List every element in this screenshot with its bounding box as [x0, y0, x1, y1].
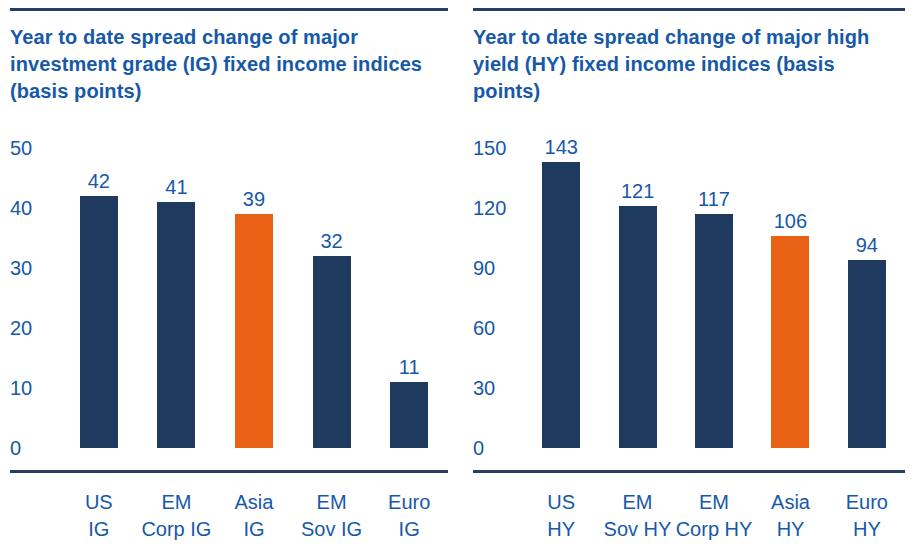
- bar-value-label: 11: [399, 357, 420, 377]
- chart-title: Year to date spread change of major inve…: [10, 24, 448, 105]
- bar-slot: 42: [60, 171, 138, 448]
- bar-slot: 121: [599, 181, 675, 448]
- plot-area: 0306090120150 14312111710694: [473, 148, 905, 448]
- spread-change-dashboard: Year to date spread change of major inve…: [0, 0, 914, 559]
- bar-slot: 41: [138, 177, 216, 448]
- y-axis-tick: 30: [473, 378, 495, 398]
- bar: [157, 202, 195, 448]
- category-label: EMCorp IG: [138, 489, 216, 543]
- bar: [771, 236, 809, 448]
- y-axis-tick: 150: [473, 138, 506, 158]
- bar-value-label: 32: [320, 231, 342, 251]
- x-axis-labels: USHYEMSov HYEMCorp HYAsiaHYEuroHY: [523, 489, 905, 543]
- category-label: EMCorp HY: [676, 489, 753, 543]
- bar-slot: 106: [752, 211, 828, 448]
- bar-slot: 143: [523, 137, 599, 448]
- bar: [80, 196, 118, 448]
- bar: [695, 214, 733, 448]
- y-axis-tick: 0: [10, 438, 21, 458]
- chart-title: Year to date spread change of major high…: [473, 24, 905, 105]
- bar-value-label: 121: [621, 181, 654, 201]
- bar: [313, 256, 351, 448]
- bar-value-label: 94: [856, 235, 878, 255]
- bar-value-label: 39: [243, 189, 265, 209]
- bar-value-label: 42: [88, 171, 110, 191]
- bar-value-label: 117: [698, 189, 730, 209]
- category-label: EMSov HY: [599, 489, 675, 543]
- top-rule: [473, 8, 905, 11]
- top-rule: [10, 8, 448, 11]
- bar-value-label: 41: [165, 177, 187, 197]
- bar-slot: 94: [829, 235, 905, 448]
- bar: [848, 260, 886, 448]
- bar-slot: 11: [370, 357, 448, 448]
- category-label: EuroHY: [829, 489, 905, 543]
- bar-series: 42 41 39 32 11: [60, 148, 448, 448]
- x-axis-line: [473, 470, 905, 473]
- bar: [235, 214, 273, 448]
- bar-value-label: 143: [545, 137, 578, 157]
- y-axis-tick: 120: [473, 198, 506, 218]
- category-label: EMSov IG: [293, 489, 371, 543]
- bar-slot: 39: [215, 189, 293, 448]
- bar-slot: 32: [293, 231, 371, 448]
- category-label: AsiaHY: [752, 489, 828, 543]
- y-axis-tick: 10: [10, 378, 32, 398]
- x-axis-line: [10, 470, 448, 473]
- plot-area: 01020304050 4241393211: [10, 148, 448, 448]
- y-axis-tick: 30: [10, 258, 32, 278]
- hy-chart-panel: Year to date spread change of major high…: [473, 0, 905, 559]
- bar: [542, 162, 580, 448]
- y-axis-tick: 50: [10, 138, 32, 158]
- y-axis-tick: 60: [473, 318, 495, 338]
- bar-series: 14312111710694: [523, 148, 905, 448]
- category-label: USHY: [523, 489, 599, 543]
- category-label: AsiaIG: [215, 489, 293, 543]
- bar: [619, 206, 657, 448]
- category-label: EuroIG: [370, 489, 448, 543]
- y-axis-tick: 40: [10, 198, 32, 218]
- bar-value-label: 106: [774, 211, 807, 231]
- y-axis-tick: 0: [473, 438, 484, 458]
- y-axis-tick: 90: [473, 258, 495, 278]
- category-label: USIG: [60, 489, 138, 543]
- x-axis-labels: USIGEMCorp IGAsiaIGEMSov IGEuroIG: [60, 489, 448, 543]
- bar: [390, 382, 428, 448]
- y-axis-tick: 20: [10, 318, 32, 338]
- bar-slot: 117: [676, 189, 752, 448]
- ig-chart-panel: Year to date spread change of major inve…: [10, 0, 448, 559]
